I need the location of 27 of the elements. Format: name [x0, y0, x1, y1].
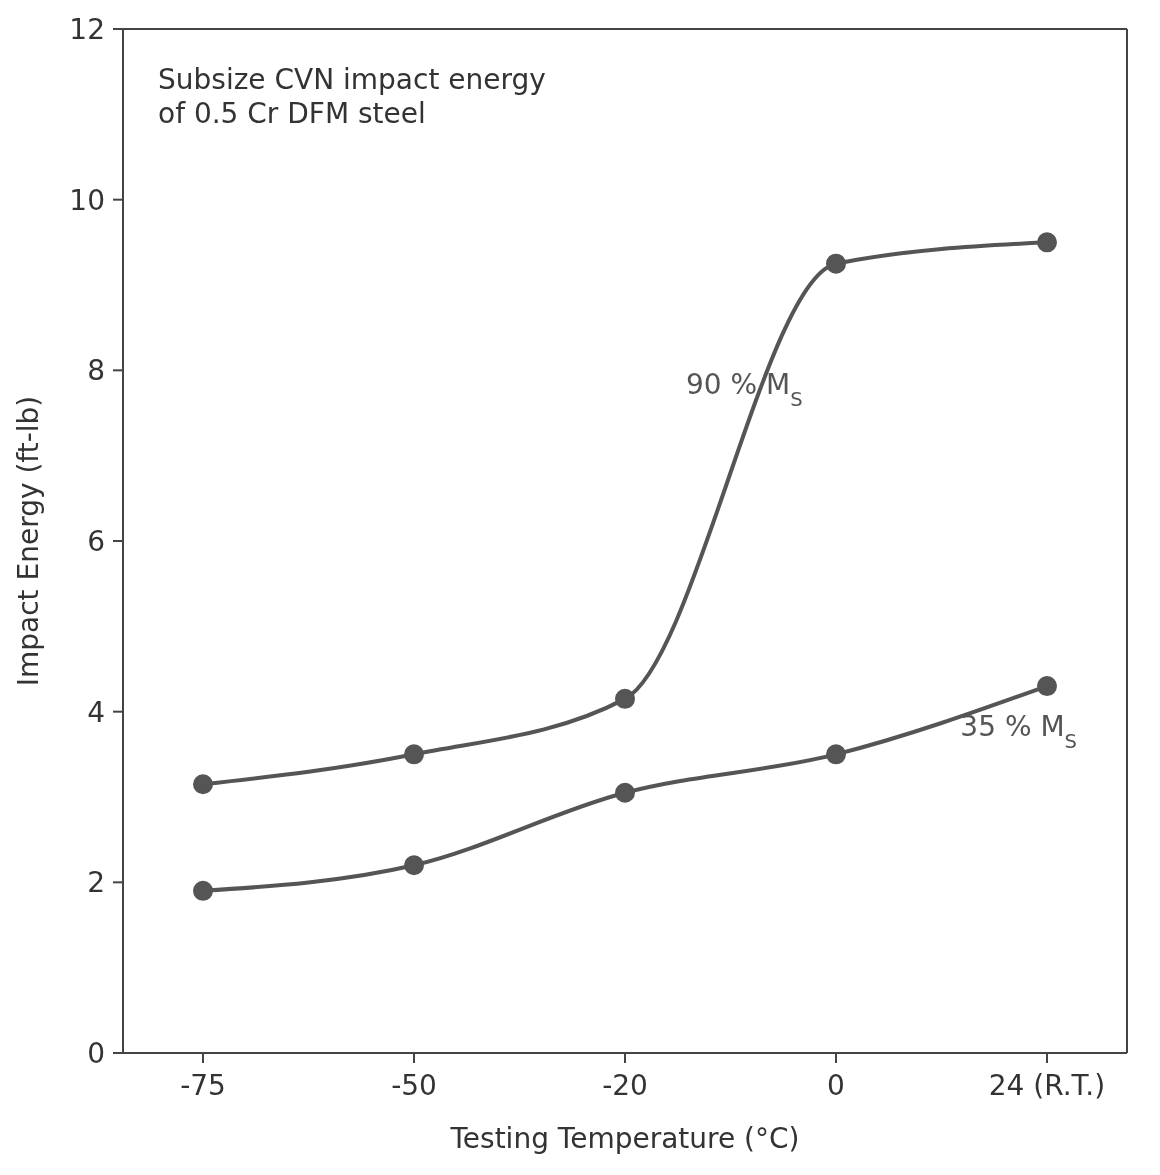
y-tick-label: 6: [87, 524, 105, 558]
text: Subsize CVN impact energy of 0.5 Cr DFM steel: [158, 63, 547, 131]
point: [1037, 232, 1057, 253]
y-tick-label: 2: [87, 866, 105, 900]
x-tick-label: 24 (R.T.): [988, 1068, 1106, 1102]
point: [193, 774, 213, 795]
x-tick-label: -20: [602, 1068, 648, 1102]
point: [404, 855, 424, 876]
point: [826, 253, 846, 274]
point: [826, 744, 846, 765]
y-tick-label: 4: [87, 695, 105, 729]
point: [1037, 676, 1057, 697]
point: [615, 688, 635, 709]
series-label: 35 % M$_{S}$: [960, 710, 1077, 753]
x-tick-label: 0: [827, 1068, 845, 1102]
point: [404, 744, 424, 765]
x-tick-label: -50: [391, 1068, 437, 1102]
y-tick-label: 12: [69, 12, 105, 46]
y-axis-title: Impact Energy (ft-lb): [11, 395, 45, 687]
x-tick-label: -75: [180, 1068, 226, 1102]
x-axis-title: Testing Temperature (°C): [449, 1122, 800, 1155]
point: [615, 782, 635, 803]
y-tick-label: 10: [69, 183, 105, 217]
y-tick-label: 0: [87, 1036, 105, 1070]
y-tick-label: 8: [87, 354, 105, 388]
point: [193, 880, 213, 901]
series-label: 90 % M$_{S}$: [686, 367, 803, 411]
